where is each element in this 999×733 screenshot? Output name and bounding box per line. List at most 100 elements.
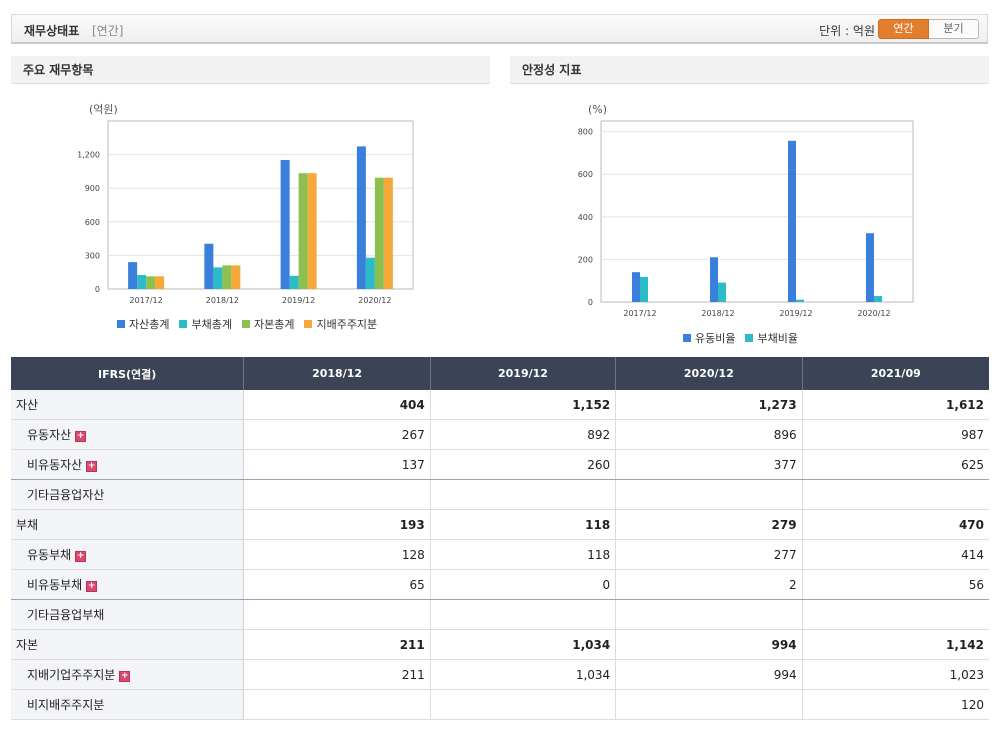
- cell-value: 56: [802, 569, 989, 600]
- cell-value: 896: [615, 419, 803, 450]
- bar-자산총계-2018/12: [204, 243, 214, 289]
- expand-plus-icon[interactable]: +: [86, 581, 98, 592]
- main-financial-items-chart: (억원) 0 300 600 900 1,200 2017/12 2018/12 2019/12…: [77, 103, 414, 305]
- legend-label: 자본총계: [253, 318, 295, 331]
- legend-item: 자산총계: [117, 316, 169, 332]
- legend-label: 부채총계: [191, 318, 232, 331]
- legend-swatch: [117, 320, 125, 328]
- legend-label: 지배주주지분: [316, 318, 378, 331]
- x-tick-label: 2020/12: [857, 309, 890, 318]
- y-axis-label: (%): [588, 103, 607, 116]
- y-tick-label: 0: [95, 285, 100, 294]
- row-label-text: 비유동자산: [27, 458, 83, 472]
- bar-부채비율-2020/12: [874, 296, 882, 302]
- x-tick-label: 2017/12: [623, 309, 656, 318]
- cell-value: 625: [802, 449, 989, 480]
- column-header: 2019/12: [430, 357, 617, 390]
- cell-value: 414: [802, 539, 989, 570]
- expand-plus-icon[interactable]: +: [75, 431, 87, 442]
- table-row: 비유동부채 +65 0 2 56: [11, 569, 989, 600]
- cell-value: 267: [243, 419, 431, 450]
- y-tick-label: 1,200: [77, 151, 100, 160]
- row-label-text: 유동자산: [27, 428, 72, 442]
- bar-자본총계-2019/12: [298, 173, 308, 289]
- cell-value: [802, 599, 989, 630]
- bar-자본총계-2018/12: [222, 265, 232, 289]
- left-chart-legend: 자산총계 부채총계 자본총계 지배주주지분: [117, 316, 417, 332]
- row-label-text: 유동부채: [27, 548, 72, 562]
- cell-value: 1,612: [802, 390, 989, 420]
- expand-plus-icon[interactable]: +: [75, 551, 87, 562]
- table-header-row: IFRS(연결) 2018/12 2019/12 2020/12 2021/09: [11, 357, 989, 390]
- table-row: 자본 211 1,034 994 1,142: [11, 629, 989, 660]
- balance-sheet-header: 재무상태표 [연간] 단위 : 억원 연간 분기: [11, 14, 988, 44]
- column-header: 2020/12: [615, 357, 803, 390]
- cell-value: [615, 689, 803, 720]
- section-subtitle: [연간]: [92, 24, 124, 38]
- stability-indicator-chart: (%) 0 200 400 600 800 2017/12 2018/12 2019/12 202…: [578, 103, 914, 318]
- bar-부채총계-2020/12: [365, 257, 375, 289]
- bar-자산총계-2020/12: [356, 146, 366, 289]
- bar-부채비율-2017/12: [640, 276, 648, 302]
- cell-value: [615, 599, 803, 630]
- y-tick-label: 400: [578, 213, 593, 222]
- table-row: 비유동자산 +137 260 377 625: [11, 449, 989, 480]
- legend-item: 유동비율: [683, 330, 735, 346]
- legend-item: 자본총계: [241, 316, 295, 332]
- row-label: 자산: [11, 390, 245, 420]
- table-row: 기타금융업자산: [11, 479, 989, 510]
- bar-부채총계-2017/12: [137, 275, 147, 289]
- cell-value: 1,152: [430, 390, 617, 420]
- row-label-text: 비유동부채: [27, 578, 83, 592]
- cell-value: 118: [430, 539, 617, 570]
- cell-value: 137: [243, 449, 431, 480]
- bar-부채총계-2019/12: [289, 275, 299, 289]
- row-label-text: 자산: [16, 398, 39, 412]
- bar-부채비율-2018/12: [718, 282, 726, 302]
- cell-value: [430, 689, 617, 720]
- y-axis-label: (억원): [89, 103, 118, 116]
- table-row: 비지배주주지분 120: [11, 689, 989, 720]
- x-tick-label: 2019/12: [779, 309, 812, 318]
- legend-swatch: [745, 334, 754, 342]
- bar-지배주주지분-2019/12: [307, 173, 317, 289]
- row-label-text: 비지배주주지분: [27, 698, 105, 712]
- y-tick-label: 800: [578, 128, 593, 137]
- cell-value: 211: [243, 659, 431, 690]
- bar-지배주주지분-2020/12: [383, 177, 393, 289]
- legend-swatch: [179, 320, 188, 328]
- row-label: 지배기업주주지분 +: [11, 659, 245, 690]
- legend-label: 유동비율: [695, 332, 736, 345]
- expand-plus-icon[interactable]: +: [86, 461, 98, 472]
- cell-value: [243, 479, 431, 510]
- expand-plus-icon[interactable]: +: [119, 671, 131, 682]
- bar-자산총계-2019/12: [280, 159, 290, 289]
- cell-value: 994: [615, 629, 803, 660]
- cell-value: 377: [615, 449, 803, 480]
- cell-value: 193: [243, 509, 431, 540]
- legend-label: 자산총계: [129, 318, 170, 331]
- column-header: 2018/12: [243, 357, 431, 390]
- tab-annual[interactable]: 연간: [878, 19, 929, 39]
- row-label: 부채: [11, 509, 245, 540]
- right-chart-legend: 유동비율 부채비율: [683, 330, 883, 346]
- cell-value: 260: [430, 449, 617, 480]
- bar-지배주주지분-2017/12: [155, 276, 165, 289]
- cell-value: 470: [802, 509, 989, 540]
- row-label-text: 기타금융업자산: [27, 488, 105, 502]
- row-label: 기타금융업자산: [11, 479, 245, 510]
- column-header: 2021/09: [802, 357, 989, 390]
- x-tick-label: 2020/12: [358, 296, 391, 305]
- cell-value: 1,023: [802, 659, 989, 690]
- cell-value: [430, 479, 617, 510]
- tab-quarterly[interactable]: 분기: [929, 19, 979, 39]
- right-chart-title: 안정성 지표: [510, 56, 989, 84]
- table-row: 지배기업주주지분 +211 1,034 994 1,023: [11, 659, 989, 690]
- cell-value: 279: [615, 509, 803, 540]
- row-label-text: 기타금융업부채: [27, 608, 105, 622]
- cell-value: 1,034: [430, 659, 617, 690]
- y-tick-label: 900: [85, 184, 100, 193]
- plot-area: [600, 120, 914, 303]
- cell-value: 987: [802, 419, 989, 450]
- legend-item: 부채총계: [179, 316, 232, 332]
